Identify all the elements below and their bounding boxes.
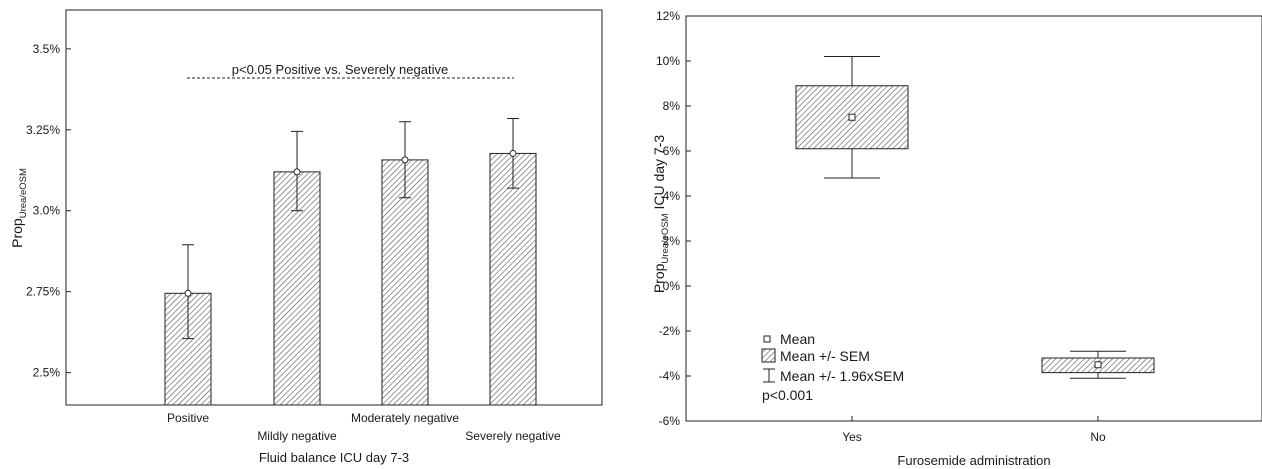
left-y-tick-label: 3.25% (26, 123, 60, 137)
left-y-axis-title: PropUrea/eOSM (9, 168, 29, 248)
whisker (824, 56, 880, 179)
mean-marker (1094, 361, 1102, 369)
legend-sem-label: Mean +/- SEM (780, 348, 870, 364)
left-plot-frame (65, 9, 603, 406)
right-y-tick-label: -6% (659, 414, 681, 428)
left-bars (164, 117, 537, 406)
significance-annotation: p<0.05 Positive vs. Severely negative (232, 62, 448, 77)
right-y-tick-label: 4% (663, 189, 681, 203)
right-x-tick-label: No (1090, 430, 1106, 444)
right-boxes (795, 56, 1155, 379)
mean-point (509, 149, 517, 157)
left-x-axis-title: Fluid balance ICU day 7-3 (259, 450, 409, 465)
left-y-tick-label: 3.0% (33, 204, 61, 218)
whisker (1070, 350, 1126, 379)
right-x-axis: Yes No (842, 416, 1106, 444)
mean-point (293, 168, 301, 176)
left-y-tick-label: 2.75% (26, 285, 60, 299)
right-y-tick-label: 2% (663, 234, 681, 248)
right-x-tick-label: Yes (842, 430, 862, 444)
bar (489, 152, 537, 406)
left-chart: 2.5% 2.75% 3.0% 3.25% 3.5% Positive Mildly ne… (9, 9, 603, 465)
legend-sem-swatch (761, 348, 776, 363)
legend-mean-marker (763, 335, 771, 343)
right-y-axis: -6% -4% -2% 0% 2% 4% 6% 8% 10% 12% (656, 9, 691, 428)
right-y-tick-label: 0% (663, 279, 681, 293)
legend-mean-label: Mean (780, 331, 815, 347)
right-y-axis-title: PropUrea/eOSM ICU day 7-3 (651, 135, 671, 294)
legend: Mean Mean +/- SEM Mean +/- 1.96xSEM p<0.… (761, 331, 904, 403)
left-y-tick-label: 3.5% (33, 42, 61, 56)
right-chart: -6% -4% -2% 0% 2% 4% 6% 8% 10% 12% Yes No Furosemi… (651, 9, 1262, 468)
p-value-annotation: p<0.001 (762, 387, 813, 403)
legend-ci-label: Mean +/- 1.96xSEM (780, 368, 904, 384)
right-y-tick-label: -4% (659, 369, 681, 383)
right-y-tick-label: 12% (656, 9, 680, 23)
left-x-axis: Positive Mildly negative Moderately negati… (167, 411, 561, 443)
left-y-axis: 2.5% 2.75% 3.0% 3.25% 3.5% (26, 42, 71, 380)
bar (381, 159, 429, 406)
left-x-tick-label: Moderately negative (351, 411, 459, 425)
left-x-tick-label: Positive (167, 411, 209, 425)
right-y-tick-label: 10% (656, 54, 680, 68)
right-plot-frame (685, 15, 1262, 422)
right-y-tick-label: 6% (663, 144, 681, 158)
mean-point (184, 289, 192, 297)
left-x-tick-label: Mildly negative (257, 429, 337, 443)
right-x-axis-title: Furosemide administration (897, 453, 1050, 468)
legend-ci-whisker (763, 368, 775, 383)
right-y-tick-label: -2% (659, 324, 681, 338)
sem-box (795, 85, 909, 150)
left-y-tick-label: 2.5% (33, 366, 61, 380)
mean-marker (848, 113, 856, 121)
mean-point (401, 156, 409, 164)
left-x-tick-label: Severely negative (465, 429, 561, 443)
right-y-tick-label: 8% (663, 99, 681, 113)
